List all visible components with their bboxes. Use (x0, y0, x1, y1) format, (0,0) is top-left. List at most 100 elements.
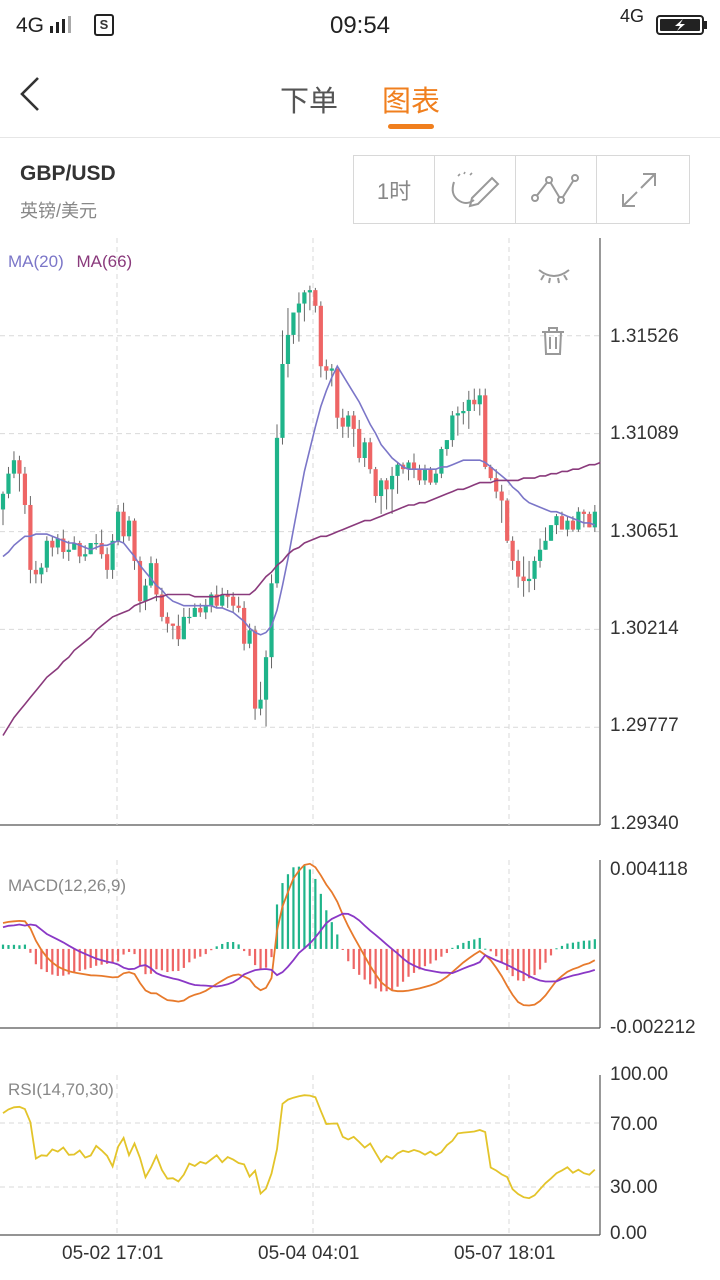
macd-bar (467, 940, 470, 949)
macd-bar (440, 948, 443, 957)
macd-bar (352, 948, 355, 970)
macd-bar (12, 944, 16, 949)
status-bar: 4G S 09:54 4G (0, 0, 720, 50)
candle-up (565, 520, 570, 530)
candle-down (324, 366, 329, 371)
macd-bar (588, 940, 591, 949)
candle-down (159, 594, 165, 617)
macd-bar (237, 944, 240, 949)
macd-bar (243, 948, 246, 952)
candle-up (362, 442, 367, 458)
macd-bar (248, 948, 251, 956)
delete-indicator-button[interactable] (540, 326, 566, 361)
macd-bar (544, 948, 547, 963)
candle-up (66, 549, 71, 552)
candle-down (411, 462, 417, 470)
candle-down (505, 500, 510, 541)
candle-down (154, 563, 159, 595)
macd-tick: -0.002212 (610, 1017, 696, 1038)
price-tick: 1.30214 (610, 618, 679, 639)
ma20-label: MA(20) (8, 252, 64, 271)
macd-bar (347, 948, 350, 962)
candle-down (472, 399, 477, 405)
macd-bar (210, 948, 213, 951)
macd-bar (423, 948, 427, 967)
candle-down (252, 630, 258, 709)
candle-up (143, 585, 148, 602)
candle-down (521, 576, 526, 582)
network-indicator: 4G (16, 14, 45, 37)
active-tab-indicator (388, 124, 434, 129)
candle-up (55, 538, 60, 548)
indicator-button[interactable] (516, 156, 597, 223)
tab-chart[interactable]: 图表 (382, 86, 441, 118)
macd-bar (166, 948, 169, 973)
candle-down (510, 540, 515, 561)
macd-bar (522, 948, 525, 982)
tab-order[interactable]: 下单 (280, 86, 339, 118)
macd-bar (100, 948, 103, 965)
ma20-line (2, 364, 596, 636)
chart-canvas[interactable] (0, 238, 720, 1270)
candle-up (548, 525, 554, 541)
candle-up (477, 395, 482, 405)
time-tick: 05-04 04:01 (258, 1243, 360, 1264)
macd-bar (221, 943, 224, 949)
rsi-line (2, 1094, 596, 1200)
macd-bar (270, 948, 273, 958)
candle-down (351, 415, 356, 429)
macd-bar (160, 948, 164, 971)
macd-bar (336, 934, 339, 949)
candle-down (50, 540, 55, 548)
back-button[interactable] (14, 74, 50, 114)
candle-up (280, 363, 285, 438)
hide-indicator-button[interactable] (536, 262, 572, 291)
candle-down (357, 428, 362, 458)
macd-bar (456, 945, 459, 949)
macd-bar (281, 883, 284, 949)
macd-bar (18, 945, 21, 949)
macd-dea-line (2, 912, 596, 988)
macd-bar (264, 948, 268, 968)
candle-down (198, 607, 203, 613)
macd-title: MACD(12,26,9) (8, 876, 127, 895)
macd-bar (127, 948, 131, 952)
candle-up (543, 540, 548, 550)
candle-up (422, 469, 428, 481)
candle-up (455, 413, 460, 416)
candle-up (203, 605, 208, 613)
candle-down (483, 395, 488, 467)
chart-toolbar: 1时 (353, 155, 690, 224)
price-tick: 1.31526 (610, 326, 679, 347)
fullscreen-button[interactable] (597, 156, 680, 223)
candle-down (368, 442, 373, 470)
candle-up (6, 473, 11, 494)
candle-up (11, 460, 17, 474)
macd-bar (62, 948, 65, 976)
chevron-left-icon (20, 77, 39, 111)
period-selector[interactable]: 1时 (354, 156, 435, 223)
draw-tool-button[interactable] (435, 156, 516, 223)
candle-up (537, 549, 543, 561)
macd-bar (23, 944, 27, 949)
macd-bar (155, 948, 158, 970)
ma66-label: MA(66) (76, 252, 133, 271)
sim-icon: S (94, 14, 114, 36)
candle-up (110, 540, 115, 570)
macd-bar (56, 948, 59, 976)
instrument-symbol: GBP/USD (20, 162, 116, 185)
ma66-line (2, 461, 601, 736)
macd-bar (571, 942, 575, 949)
candle-down (313, 290, 318, 306)
candle-up (532, 560, 537, 579)
candle-down (242, 607, 247, 644)
candle-up (220, 594, 225, 606)
eye-closed-icon (538, 269, 570, 284)
macd-bar (204, 948, 207, 955)
candle-up (269, 583, 274, 658)
macd-bar (314, 878, 317, 949)
candle-up (263, 657, 269, 700)
macd-bar (133, 948, 136, 955)
macd-bar (473, 939, 476, 949)
macd-bar (1, 944, 5, 949)
